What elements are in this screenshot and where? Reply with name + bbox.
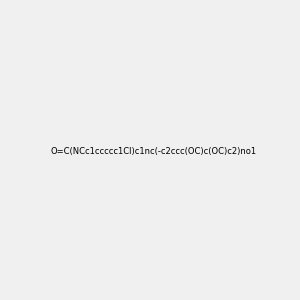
Text: O=C(NCc1ccccc1Cl)c1nc(-c2ccc(OC)c(OC)c2)no1: O=C(NCc1ccccc1Cl)c1nc(-c2ccc(OC)c(OC)c2)… (51, 147, 257, 156)
